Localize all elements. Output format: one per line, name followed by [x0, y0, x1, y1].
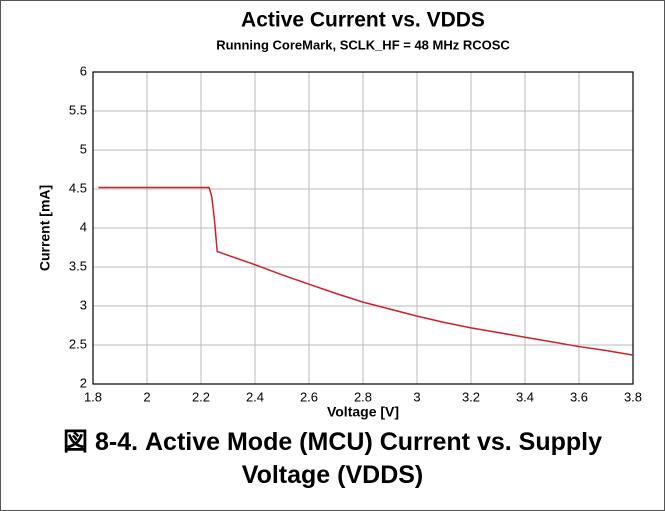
x-tick-label: 2: [143, 389, 150, 404]
plot-border: [92, 71, 634, 385]
x-tick-label: 3.8: [624, 389, 642, 404]
y-tick-label: 2: [80, 375, 87, 390]
y-tick-label: 4: [80, 219, 87, 234]
x-tick-label: 1.8: [84, 389, 102, 404]
data-line: [98, 186, 634, 356]
y-tick-label: 5.5: [69, 102, 87, 117]
x-tick-label: 2.2: [192, 389, 210, 404]
y-tick-label: 5: [80, 141, 87, 156]
caption-text: 図 8-4. Active Mode (MCU) Current vs. Sup…: [63, 428, 602, 489]
chart-title: Active Current vs. VDDS: [241, 9, 485, 32]
y-axis-label: Current [mA]: [37, 185, 53, 271]
x-tick-label: 2.4: [246, 389, 264, 404]
x-tick-label: 3: [413, 389, 420, 404]
x-axis-label: Voltage [V]: [327, 404, 399, 420]
figure-caption: 図 8-4. Active Mode (MCU) Current vs. Sup…: [0, 426, 665, 492]
chart-subtitle: Running CoreMark, SCLK_HF = 48 MHz RCOSC: [216, 37, 510, 52]
x-tick-label: 2.8: [354, 389, 372, 404]
y-tick-label: 2.5: [69, 336, 87, 351]
y-tick-label: 4.5: [69, 180, 87, 195]
x-tick-label: 2.6: [300, 389, 318, 404]
x-tick-label: 3.4: [516, 389, 534, 404]
y-tick-label: 6: [80, 63, 87, 78]
x-tick-label: 3.6: [570, 389, 588, 404]
x-tick-label: 3.2: [462, 389, 480, 404]
y-tick-label: 3: [80, 297, 87, 312]
y-tick-label: 3.5: [69, 258, 87, 273]
